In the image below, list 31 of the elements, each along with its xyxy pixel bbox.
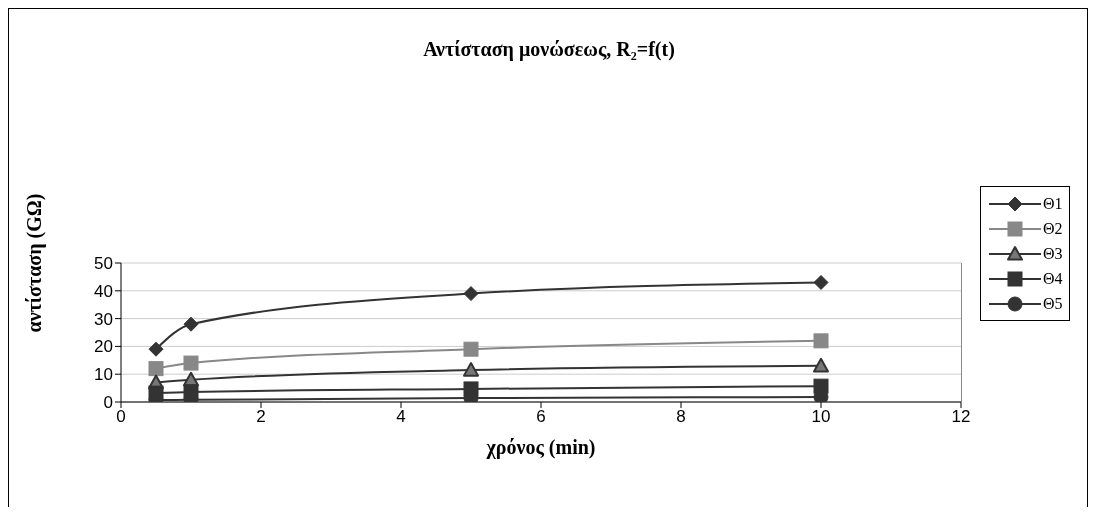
point [463,286,479,302]
point [183,316,199,332]
point [463,362,479,377]
y-tick-label: 40 [94,281,113,301]
point [463,341,479,357]
y-tick-label: 30 [94,309,113,329]
x-tick-label: 4 [396,407,406,427]
point [813,274,829,290]
legend-label: Θ5 [1043,294,1063,313]
x-tick-label: 0 [116,407,126,427]
point [148,341,164,357]
point [183,355,199,371]
y-tick-label: 10 [94,365,113,385]
y-tick-label: 50 [94,254,113,274]
point [148,361,164,377]
point [813,357,829,373]
x-axis-title: χρόνος (min) [485,436,597,459]
legend-label: Θ4 [1043,269,1063,288]
legend-label: Θ2 [1043,219,1063,238]
x-tick-label: 8 [676,407,686,427]
x-tick-label: 10 [811,407,831,427]
legend-label: Θ1 [1043,194,1063,213]
x-tick-label: 12 [951,407,971,427]
point [813,333,829,349]
x-tick-label: 6 [536,407,546,427]
x-tick-label: 2 [256,407,266,427]
chart-title: Αντίσταση μονώσεως, R₂=f(t) [422,38,676,61]
y-axis-title: αντίσταση (GΩ) [22,193,46,333]
legend-label: Θ3 [1043,244,1063,263]
y-tick-label: 0 [103,393,113,413]
y-tick-label: 20 [94,337,113,357]
